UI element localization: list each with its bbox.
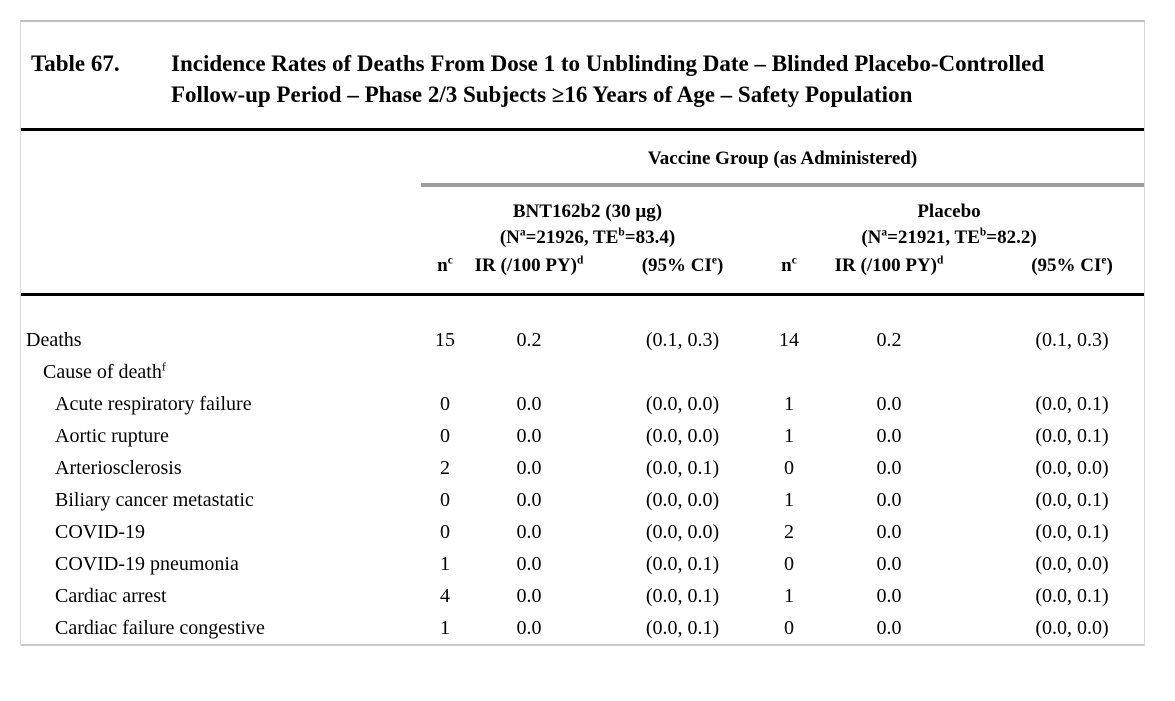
table-row: Acute respiratory failure 0 0.0 (0.0, 0.… [21,388,1144,420]
cell-ir-bnt162b2: 0.0 [516,457,542,479]
group-subtitle: (Na=21926, TEb=83.4) [499,226,676,248]
table-row: COVID-19 pneumonia 1 0.0 (0.0, 0.1) 0 0.… [21,548,1144,580]
vaccine-group-header: Vaccine Group (as Administered) [647,148,918,169]
cell-n-bnt162b2: 4 [440,585,450,607]
cell-ir-bnt162b2: 0.0 [516,585,542,607]
cell-n-placebo: 2 [784,521,794,543]
cell-ir-placebo: 0.0 [876,521,902,543]
table-row: Biliary cancer metastatic 0 0.0 (0.0, 0.… [21,484,1144,516]
row-label: Deaths [26,329,82,351]
column-header-ci-2: (95% CIe) [1031,254,1113,276]
table-header: Vaccine Group (as Administered) BNT162b2… [21,131,1144,296]
cell-ir-placebo: 0.0 [876,393,902,415]
cell-ir-placebo: 0.0 [876,489,902,511]
table-row: COVID-19 0 0.0 (0.0, 0.0) 2 0.0 (0.0, 0.… [21,516,1144,548]
cell-ir-bnt162b2: 0.0 [516,393,542,415]
vaccine-group-row: Vaccine Group (as Administered) [21,131,1144,171]
row-label: COVID-19 [55,521,145,543]
cell-ci-bnt162b2: (0.1, 0.3) [645,329,720,351]
row-label: Acute respiratory failure [55,393,252,415]
column-header-n-2: nc [781,254,797,276]
cell-ir-bnt162b2: 0.0 [516,489,542,511]
row-label: Cardiac failure congestive [55,617,265,639]
row-label: COVID-19 pneumonia [55,553,239,575]
cell-ci-placebo: (0.0, 0.0) [1035,553,1109,575]
cell-ir-placebo: 0.0 [876,425,902,447]
cell-ci-bnt162b2: (0.0, 0.0) [645,521,720,543]
cell-ci-placebo: (0.0, 0.1) [1035,521,1109,543]
cell-n-bnt162b2: 15 [435,329,455,351]
table-row: Deaths 15 0.2 (0.1, 0.3) 14 0.2 (0.1, 0.… [21,324,1144,356]
cell-n-bnt162b2: 0 [440,489,450,511]
cell-ci-bnt162b2: (0.0, 0.1) [645,617,720,639]
cell-n-placebo: 1 [784,425,794,447]
group-rule [421,183,1144,187]
cell-ir-placebo: 0.2 [876,329,902,351]
cell-ci-bnt162b2: (0.0, 0.0) [645,489,720,511]
cell-n-placebo: 1 [784,585,794,607]
cell-ci-bnt162b2: (0.0, 0.0) [645,393,720,415]
cell-ir-bnt162b2: 0.2 [516,329,542,351]
column-header-ci-1: (95% CIe) [641,254,724,276]
cell-ci-bnt162b2: (0.0, 0.1) [645,553,720,575]
cell-ir-placebo: 0.0 [876,457,902,479]
table-heading: Incidence Rates of Deaths From Dose 1 to… [171,51,1045,107]
cell-n-placebo: 0 [784,553,794,575]
row-label: Arteriosclerosis [55,457,182,479]
cell-n-placebo: 14 [779,329,799,351]
column-header-row: nc IR (/100 PY)d (95% CIe) nc IR (/100 P… [21,251,1144,293]
cell-ci-placebo: (0.0, 0.1) [1035,489,1109,511]
cell-ir-placebo: 0.0 [876,553,902,575]
cell-ci-placebo: (0.0, 0.1) [1035,425,1109,447]
cell-ci-placebo: (0.0, 0.1) [1035,393,1109,415]
cell-ci-bnt162b2: (0.0, 0.1) [645,585,720,607]
column-header-ir-1: IR (/100 PY)d [474,254,584,276]
table-row: Cause of deathf [21,356,1144,388]
column-header-ir-2: IR (/100 PY)d [834,254,944,276]
cell-n-bnt162b2: 0 [440,425,450,447]
table-number: Table 67. [31,51,120,76]
cell-n-bnt162b2: 1 [440,617,450,639]
row-label: Aortic rupture [55,425,169,447]
cell-ir-placebo: 0.0 [876,585,902,607]
row-label: Cardiac arrest [55,585,167,607]
cell-ir-bnt162b2: 0.0 [516,425,542,447]
table-row: Cardiac failure congestive 1 0.0 (0.0, 0… [21,612,1144,644]
cell-n-bnt162b2: 1 [440,553,450,575]
table-body: Deaths 15 0.2 (0.1, 0.3) 14 0.2 (0.1, 0.… [21,296,1144,646]
cell-n-placebo: 1 [784,489,794,511]
cell-n-bnt162b2: 2 [440,457,450,479]
cell-n-bnt162b2: 0 [440,393,450,415]
row-label: Cause of deathf [43,359,166,383]
group-header-placebo: Placebo (Na=21921, TEb=82.2) [754,199,1144,251]
table-row: Arteriosclerosis 2 0.0 (0.0, 0.1) 0 0.0 … [21,452,1144,484]
cell-n-placebo: 0 [784,617,794,639]
group-name: Placebo [917,201,981,222]
cell-ci-placebo: (0.1, 0.3) [1035,329,1109,351]
group-rule-row [21,171,1144,187]
cell-ir-bnt162b2: 0.0 [516,617,542,639]
cell-ci-bnt162b2: (0.0, 0.1) [645,457,720,479]
cell-n-placebo: 1 [784,393,794,415]
group-subtitle: (Na=21921, TEb=82.2) [861,226,1037,248]
table-title: Table 67. Incidence Rates of Deaths From… [21,22,1144,131]
document-table: Table 67. Incidence Rates of Deaths From… [20,20,1145,646]
cell-n-bnt162b2: 0 [440,521,450,543]
group-header-bnt162b2: BNT162b2 (30 µg) (Na=21926, TEb=83.4) [421,199,754,251]
group-name: BNT162b2 (30 µg) [512,201,663,222]
cell-ir-placebo: 0.0 [876,617,902,639]
cell-n-placebo: 0 [784,457,794,479]
table-row: Cardiac arrest 4 0.0 (0.0, 0.1) 1 0.0 (0… [21,580,1144,612]
row-label: Biliary cancer metastatic [55,489,254,511]
cell-ci-placebo: (0.0, 0.0) [1035,457,1109,479]
cell-ir-bnt162b2: 0.0 [516,553,542,575]
cell-ci-placebo: (0.0, 0.1) [1035,585,1109,607]
group-header-row: BNT162b2 (30 µg) (Na=21926, TEb=83.4) Pl… [21,187,1144,251]
column-header-n-1: nc [437,254,453,276]
cell-ci-bnt162b2: (0.0, 0.0) [645,425,720,447]
table-row: Aortic rupture 0 0.0 (0.0, 0.0) 1 0.0 (0… [21,420,1144,452]
cell-ir-bnt162b2: 0.0 [516,521,542,543]
cell-ci-placebo: (0.0, 0.0) [1035,617,1109,639]
